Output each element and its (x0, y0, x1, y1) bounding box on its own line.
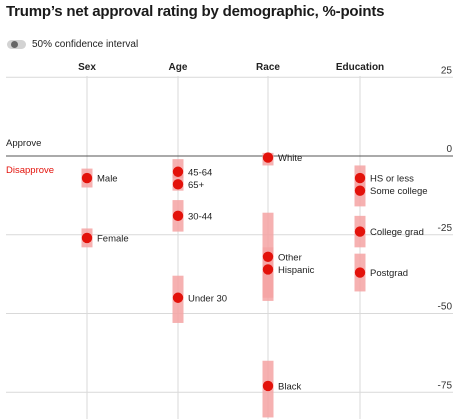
y-tick-label: -50 (438, 302, 453, 313)
column-header-age: Age (169, 62, 188, 73)
approve-label: Approve (6, 138, 41, 149)
legend-label: 50% confidence interval (32, 38, 139, 50)
dot-white (262, 152, 274, 163)
label-30-44: 30-44 (188, 211, 212, 222)
label-male: Male (97, 174, 118, 185)
label-65: 65+ (188, 180, 205, 191)
confidence-interval-swatch (7, 39, 26, 49)
dot-other (262, 251, 274, 262)
label-college-grad: College grad (370, 227, 424, 238)
y-tick-label: -25 (438, 223, 453, 234)
disapprove-label: Disapprove (6, 165, 54, 176)
column-header-education: Education (336, 62, 384, 73)
label-hispanic: Hispanic (278, 265, 315, 276)
label-other: Other (278, 252, 302, 263)
label-45-64: 45-64 (188, 167, 212, 178)
dot-45-64 (172, 166, 184, 177)
label-postgrad: Postgrad (370, 268, 408, 279)
dot-some-college (354, 185, 366, 196)
dot-postgrad (354, 267, 366, 278)
label-some-college: Some college (370, 186, 428, 197)
label-female: Female (97, 233, 129, 244)
label-under-30: Under 30 (188, 293, 227, 304)
dot-hispanic (262, 264, 274, 275)
label-black: Black (278, 381, 301, 392)
dot-college-grad (354, 226, 366, 237)
dot-male (81, 172, 93, 184)
dot-under-30 (172, 292, 184, 303)
label-hs-or-less: HS or less (370, 174, 414, 185)
y-tick-label: 25 (441, 65, 453, 76)
chart-title: Trump’s net approval rating by demograph… (6, 3, 385, 20)
dot-female (81, 232, 93, 244)
column-header-sex: Sex (78, 62, 96, 73)
legend-dot (11, 40, 18, 48)
dot-black (262, 380, 274, 392)
column-header-race: Race (256, 62, 280, 73)
y-tick-label: -75 (438, 380, 453, 391)
y-tick-label: 0 (446, 144, 452, 155)
legend: 50% confidence interval (7, 37, 138, 51)
dot-65 (172, 179, 184, 190)
label-white: White (278, 153, 302, 164)
dot-30-44 (172, 210, 184, 222)
dot-hs-or-less (354, 172, 366, 184)
